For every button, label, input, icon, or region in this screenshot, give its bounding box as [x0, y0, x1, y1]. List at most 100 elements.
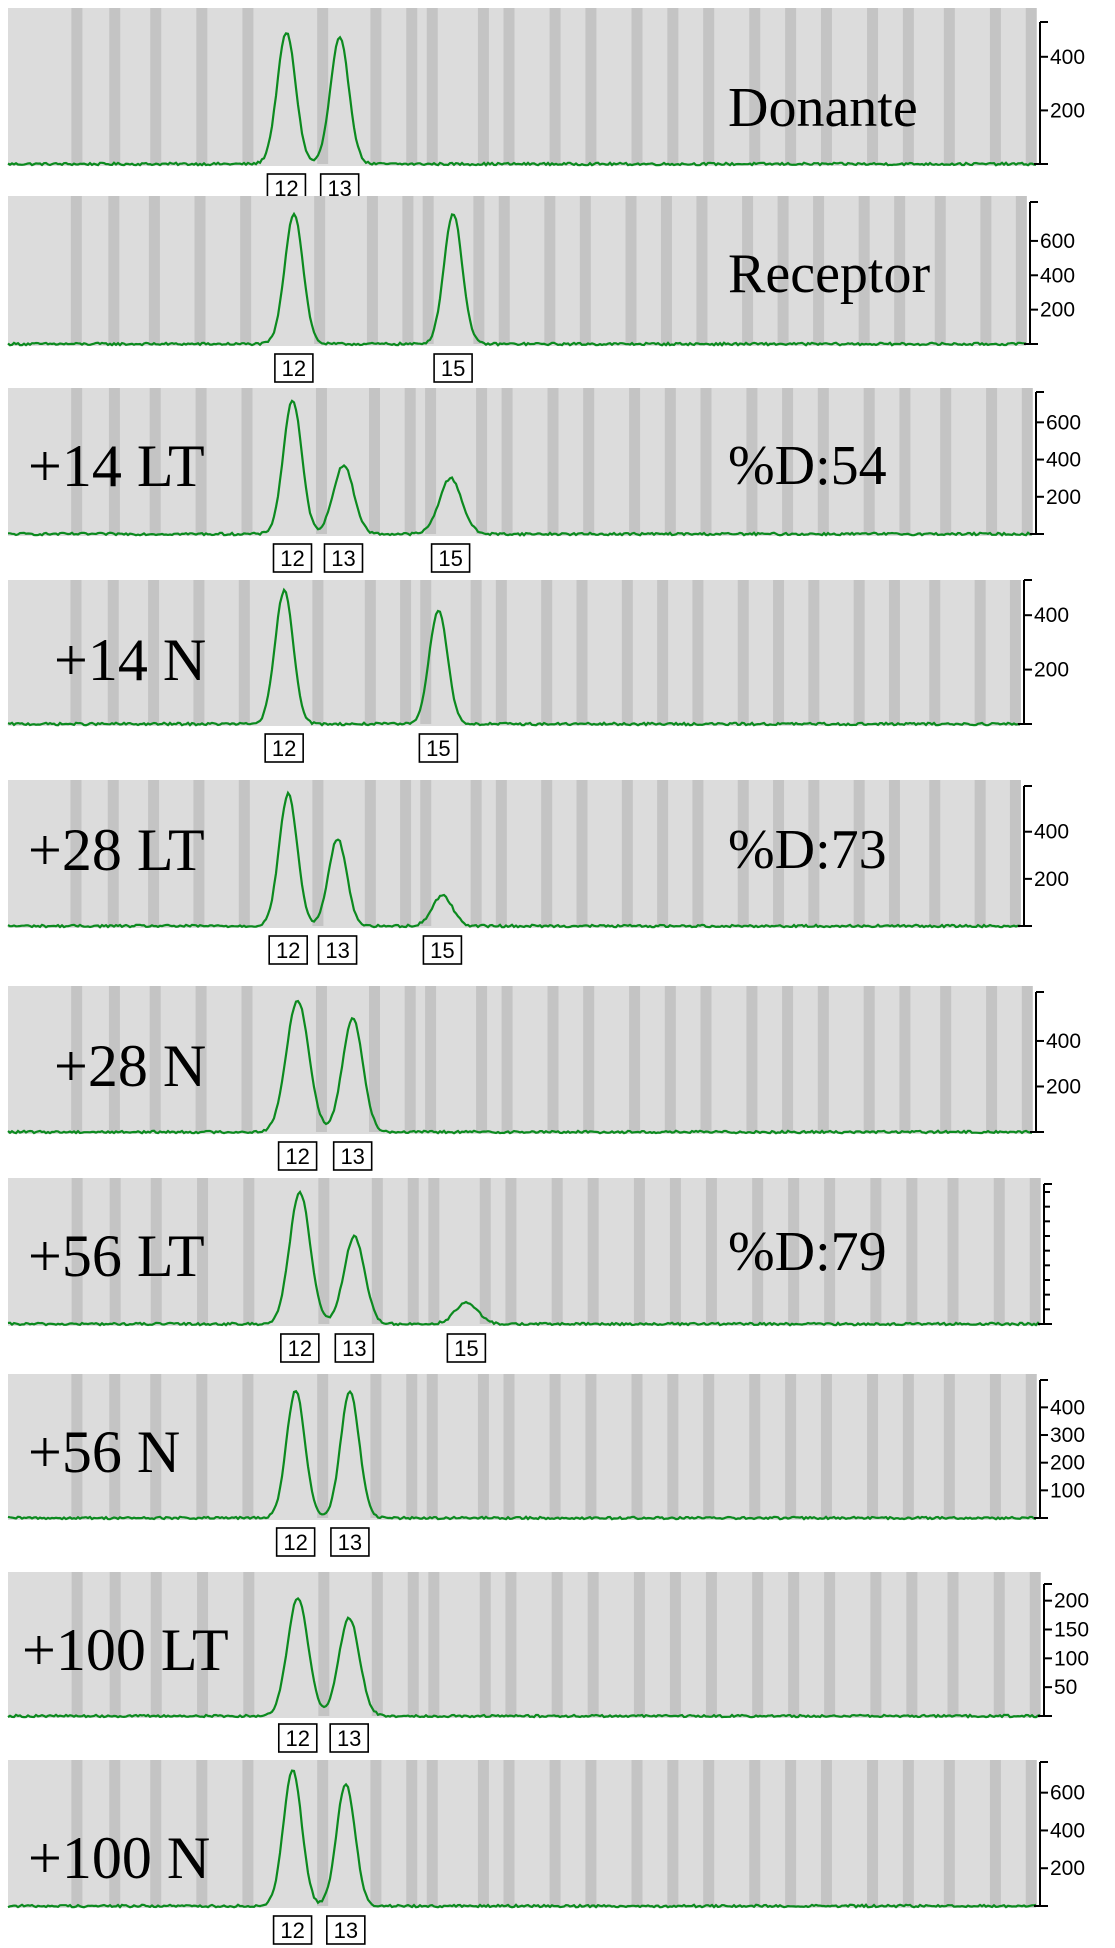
bin-band: [943, 1374, 955, 1518]
bin-band: [420, 580, 432, 724]
bin-band: [934, 196, 946, 344]
electropherogram-plot: 600 400 200 12 13 15: [8, 388, 1081, 573]
bin-band: [749, 1760, 761, 1906]
sample-label: +28 LT: [28, 817, 205, 883]
bin-band: [541, 580, 553, 724]
bin-band: [241, 388, 253, 534]
bin-band: [858, 196, 870, 344]
bin-band: [820, 8, 832, 164]
bin-band: [782, 388, 794, 534]
bin-band: [1009, 780, 1021, 926]
bin-band: [70, 196, 82, 344]
y-tick-label: 200: [1034, 659, 1069, 682]
allele-label: 15: [454, 1336, 478, 1361]
bin-band: [318, 1572, 330, 1716]
allele-label: 15: [430, 938, 454, 963]
bin-band: [631, 1374, 643, 1518]
y-tick-label: 400: [1050, 1396, 1085, 1419]
allele-label-box: [330, 1527, 370, 1557]
bin-band: [1025, 1374, 1037, 1518]
bin-band: [749, 1374, 761, 1518]
allele-label-box: [264, 733, 304, 763]
allele-label: 13: [334, 1918, 358, 1943]
bin-band: [148, 196, 160, 344]
bin-band: [703, 1374, 715, 1518]
allele-label-box: [277, 1723, 318, 1753]
bin-band: [700, 986, 712, 1132]
bin-band: [318, 1178, 330, 1324]
bin-band: [197, 1572, 209, 1716]
bin-band: [1009, 580, 1021, 724]
y-tick-label: 100: [1054, 1647, 1089, 1670]
bin-band: [196, 8, 208, 164]
bin-band: [371, 1572, 383, 1716]
y-tick-label: 200: [1034, 868, 1069, 891]
bin-band: [705, 1178, 717, 1324]
trace-line: [7, 1769, 1037, 1909]
allele-label: 13: [325, 938, 349, 963]
trace-line: [7, 32, 1037, 167]
bin-band: [317, 8, 329, 164]
bin-band: [312, 780, 324, 926]
bin-band: [70, 580, 82, 724]
bin-band: [631, 8, 643, 164]
allele-label: 12: [280, 1918, 304, 1943]
trace-line: [7, 1190, 1041, 1327]
allele-label-box: [268, 935, 308, 965]
allele-label-box: [446, 1333, 487, 1363]
bin-band: [633, 1572, 645, 1716]
y-tick-label: 400: [1046, 1030, 1081, 1053]
bin-band: [317, 1760, 329, 1906]
bin-band: [315, 986, 327, 1132]
bin-band: [479, 1572, 491, 1716]
bin-band: [773, 580, 785, 724]
bin-band: [1021, 986, 1033, 1132]
bin-band: [498, 196, 510, 344]
bin-band: [107, 780, 119, 926]
bin-band: [752, 1572, 764, 1716]
allele-label: 15: [426, 736, 450, 761]
allele-label: 15: [438, 546, 462, 571]
bin-band: [906, 1178, 918, 1324]
trace-line: [7, 790, 1021, 929]
bin-band: [148, 780, 160, 926]
bin-band: [109, 1374, 121, 1518]
y-tick-label: 200: [1040, 299, 1075, 322]
electropherogram-panel: 600 400 200 12 13 15 +14 LT %D:54: [0, 388, 1115, 576]
electropherogram-panel: 400 200 12 15 +14 N: [0, 579, 1115, 770]
bin-band: [664, 986, 676, 1132]
bin-band: [400, 780, 412, 926]
bin-band: [813, 196, 825, 344]
bin-band: [505, 1572, 517, 1716]
allele-label-box: [418, 733, 459, 763]
sample-annotation: %D:54: [728, 435, 887, 497]
bin-band: [660, 196, 672, 344]
bin-band: [692, 780, 704, 926]
sample-label: +56 LT: [28, 1223, 205, 1289]
electropherogram-plot: 12 13 15: [7, 1178, 1052, 1363]
bin-band: [667, 1760, 679, 1906]
allele-label-box: [272, 1915, 313, 1945]
trace-line: [8, 399, 1033, 537]
bin-band: [587, 1178, 599, 1324]
bin-band: [657, 580, 669, 724]
bin-band: [629, 388, 641, 534]
y-tick-label: 600: [1050, 1782, 1085, 1805]
bin-band: [197, 1178, 209, 1324]
bin-band: [576, 780, 588, 926]
sample-label: +56 N: [28, 1419, 181, 1485]
bin-band: [364, 580, 376, 724]
y-tick-label: 400: [1034, 604, 1069, 627]
bin-band: [1025, 1760, 1037, 1906]
bin-band: [989, 1760, 1001, 1906]
bin-band: [820, 1760, 832, 1906]
bin-band: [700, 388, 712, 534]
allele-label-box: [422, 935, 463, 965]
bin-band: [109, 1572, 121, 1716]
trace-line: [7, 999, 1033, 1135]
bin-band: [929, 580, 941, 724]
plot-background: [8, 1572, 1040, 1718]
bin-band: [585, 1374, 597, 1518]
allele-label: 13: [338, 1530, 362, 1555]
